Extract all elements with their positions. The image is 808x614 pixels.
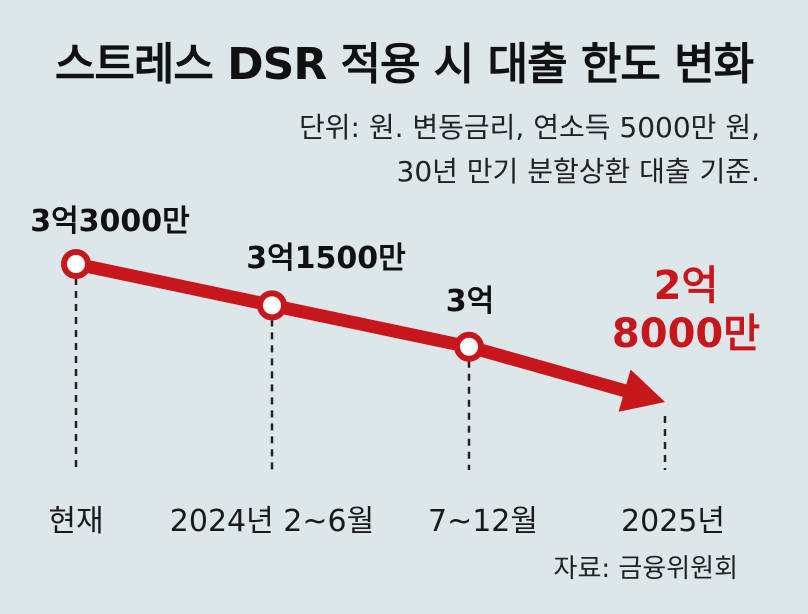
data-point-2 — [454, 331, 484, 362]
data-point-1 — [257, 290, 287, 321]
category-label-3: 2025년 — [621, 504, 725, 539]
unit-note-line-1: 단위: 원. 변동금리, 연소득 5000만 원, — [298, 111, 760, 144]
category-label-0: 현재 — [48, 504, 103, 539]
value-label-1: 3억1500만 — [246, 241, 406, 276]
unit-note-line-2: 30년 만기 분할상환 대출 기준. — [396, 155, 761, 188]
value-label-3-line-0: 2억 — [654, 263, 719, 309]
value-label-0: 3억3000만 — [30, 204, 190, 239]
trend-arrow-head — [618, 369, 665, 412]
category-label-1: 2024년 2~6월 — [170, 504, 374, 539]
value-label-2: 3억 — [446, 284, 494, 319]
category-label-2: 7~12월 — [428, 504, 538, 539]
unit-note: 단위: 원. 변동금리, 연소득 5000만 원, 30년 만기 분할상환 대출… — [299, 106, 760, 194]
data-point-0 — [61, 249, 91, 279]
trend-line — [69, 257, 632, 398]
chart-title: 스트레스 DSR 적용 시 대출 한도 변화 — [54, 39, 754, 90]
value-label-3-line-1: 8000만 — [612, 311, 760, 357]
source-note: 자료: 금융위원회 — [553, 554, 738, 584]
